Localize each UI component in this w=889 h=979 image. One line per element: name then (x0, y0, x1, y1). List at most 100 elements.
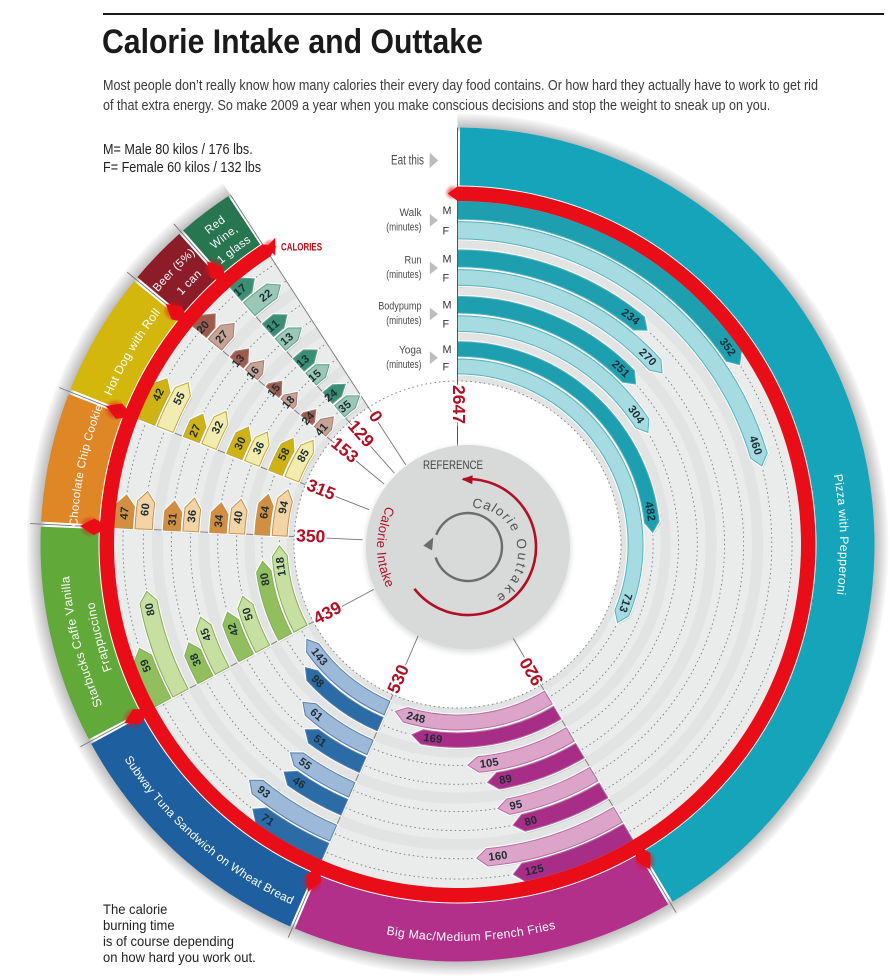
svg-text:e: e (374, 541, 389, 549)
svg-text:9: 9 (504, 773, 513, 786)
svg-text:(minutes): (minutes) (386, 359, 421, 371)
svg-text:B: B (386, 924, 396, 939)
svg-text:2: 2 (405, 710, 414, 723)
svg-text:e: e (836, 566, 850, 574)
svg-text:3: 3 (167, 519, 179, 526)
svg-text:r: r (374, 532, 390, 539)
svg-text:3: 3 (232, 441, 246, 452)
svg-text:t: t (512, 567, 527, 577)
svg-text:c: c (88, 625, 103, 634)
svg-text:8: 8 (274, 557, 287, 564)
svg-text:8: 8 (523, 816, 532, 829)
svg-text:i: i (374, 537, 389, 541)
svg-text:n: n (60, 592, 75, 601)
svg-text:F: F (443, 318, 450, 330)
svg-text:i: i (834, 591, 848, 595)
svg-text:4: 4 (746, 434, 760, 445)
svg-text:8: 8 (418, 713, 426, 726)
svg-text:): ) (187, 247, 198, 259)
svg-text:1: 1 (422, 732, 430, 745)
svg-text:Walk: Walk (400, 207, 422, 219)
svg-text:i: i (460, 930, 463, 944)
svg-text:315: 315 (304, 475, 339, 504)
svg-text:d: d (453, 930, 460, 944)
svg-text:l: l (229, 245, 238, 256)
svg-text:l: l (72, 488, 84, 492)
svg-text:6: 6 (258, 512, 271, 520)
svg-text:5: 5 (171, 396, 185, 407)
svg-text:(: ( (171, 262, 182, 273)
svg-text:i: i (538, 921, 544, 935)
svg-text:e: e (74, 471, 87, 479)
svg-text:5: 5 (174, 390, 188, 401)
svg-text:e: e (92, 403, 105, 413)
svg-text:s: s (236, 237, 248, 250)
svg-text:5: 5 (515, 798, 524, 811)
svg-text:u: u (78, 669, 93, 680)
svg-text:F: F (443, 361, 450, 373)
svg-text:9: 9 (509, 800, 518, 813)
svg-text:,: , (231, 223, 241, 235)
svg-text:f: f (66, 628, 81, 635)
svg-text:l: l (489, 501, 500, 515)
svg-text:2: 2 (154, 387, 168, 398)
svg-text:r: r (836, 573, 850, 578)
svg-text:i: i (198, 838, 209, 850)
svg-text:2: 2 (226, 621, 239, 631)
svg-text:l: l (149, 308, 162, 319)
svg-text:0: 0 (500, 849, 508, 862)
svg-text:a: a (95, 651, 110, 662)
svg-text:h: h (69, 511, 81, 518)
svg-text:o: o (375, 525, 391, 535)
svg-text:Eat this: Eat this (391, 153, 424, 168)
svg-text:4: 4 (213, 513, 226, 521)
svg-text:0: 0 (365, 407, 387, 426)
svg-text:l: l (150, 306, 163, 317)
svg-text:c: c (426, 929, 433, 943)
svg-text:8: 8 (145, 608, 158, 617)
svg-text:F: F (526, 922, 536, 937)
svg-text:6: 6 (139, 509, 152, 516)
svg-text:h: h (77, 452, 90, 461)
svg-text:0: 0 (233, 510, 246, 518)
svg-text:c: c (510, 926, 518, 941)
svg-text:2: 2 (724, 347, 737, 359)
svg-text:k: k (89, 412, 102, 422)
svg-text:i: i (129, 336, 142, 346)
svg-text:i: i (832, 481, 846, 486)
svg-text:2647: 2647 (449, 385, 469, 424)
svg-text:4: 4 (201, 632, 215, 643)
svg-text:u: u (514, 551, 530, 561)
svg-text:439: 439 (310, 597, 345, 629)
svg-text:p: p (91, 637, 106, 647)
svg-text:F: F (443, 225, 450, 237)
svg-text:4: 4 (278, 499, 291, 509)
svg-text:s: s (242, 234, 254, 247)
svg-text:(minutes): (minutes) (386, 315, 421, 327)
svg-text:e: e (64, 617, 79, 627)
svg-text:M: M (443, 253, 452, 265)
svg-text:e: e (837, 545, 851, 552)
svg-text:0: 0 (140, 503, 153, 511)
svg-text:,: , (190, 244, 200, 255)
svg-text:2: 2 (644, 514, 657, 522)
svg-text:h: h (837, 525, 851, 532)
svg-text:F: F (443, 272, 450, 284)
svg-text:/: / (432, 929, 437, 943)
svg-text:o: o (85, 425, 98, 435)
svg-text:t: t (73, 477, 85, 483)
svg-text:REFERENCE: REFERENCE (423, 458, 483, 472)
svg-text:m: m (470, 929, 481, 943)
svg-text:o: o (835, 577, 850, 585)
svg-text:l: l (377, 521, 392, 528)
svg-text:p: p (837, 559, 851, 567)
svg-text:6: 6 (254, 440, 268, 451)
svg-text:p: p (93, 644, 108, 655)
svg-text:1: 1 (276, 569, 289, 577)
svg-text:r: r (98, 658, 113, 666)
svg-text:t: t (376, 561, 392, 568)
svg-text:C: C (82, 431, 96, 442)
svg-text:i: i (79, 450, 91, 455)
svg-text:V: V (62, 605, 77, 616)
svg-text:i: i (91, 409, 103, 416)
